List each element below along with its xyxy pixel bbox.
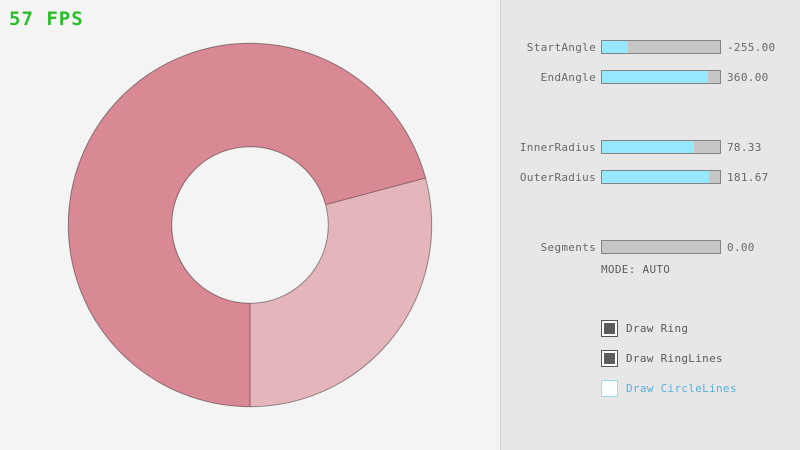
- inner-radius-label: InnerRadius: [519, 141, 596, 154]
- slider-row-start-angle: StartAngle -255.00: [501, 40, 800, 54]
- slider-row-outer-radius: OuterRadius 181.67: [501, 170, 800, 184]
- fps-counter: 57 FPS: [9, 8, 84, 30]
- outer-radius-label: OuterRadius: [519, 171, 596, 184]
- outer-radius-slider[interactable]: [601, 170, 721, 184]
- draw-circlelines-label: Draw CircleLines: [626, 382, 737, 395]
- slider-row-segments: Segments 0.00: [501, 240, 800, 254]
- segments-slider[interactable]: [601, 240, 721, 254]
- draw-ringlines-label: Draw RingLines: [626, 352, 723, 365]
- end-angle-slider-fill: [602, 71, 709, 83]
- ring-radial-line-right: [325, 177, 426, 206]
- segments-label: Segments: [540, 241, 596, 254]
- start-angle-slider[interactable]: [601, 40, 721, 54]
- slider-row-end-angle: EndAngle 360.00: [501, 70, 800, 84]
- draw-ring-label: Draw Ring: [626, 322, 689, 335]
- inner-radius-slider-fill: [602, 141, 695, 153]
- start-angle-value: -255.00: [727, 41, 776, 54]
- ring-outer-line: [67, 42, 433, 408]
- outer-radius-value: 181.67: [727, 171, 769, 184]
- segments-value: 0.00: [727, 241, 755, 254]
- end-angle-label: EndAngle: [540, 71, 596, 84]
- ring-canvas: [67, 42, 433, 408]
- end-angle-slider[interactable]: [601, 70, 721, 84]
- ring-segment-dark: [68, 43, 426, 407]
- outer-radius-slider-fill: [602, 171, 710, 183]
- segments-mode-text: MODE: AUTO: [601, 263, 671, 276]
- draw-ringlines-checkbox[interactable]: [601, 350, 618, 367]
- ring-segment-light: [250, 178, 432, 407]
- draw-ring-checkbox[interactable]: [601, 320, 618, 337]
- control-panel: StartAngle -255.00 EndAngle 360.00 Inner…: [500, 0, 800, 450]
- inner-radius-slider[interactable]: [601, 140, 721, 154]
- start-angle-slider-fill: [602, 41, 628, 53]
- slider-row-inner-radius: InnerRadius 78.33: [501, 140, 800, 154]
- ring-inner-line: [171, 146, 329, 304]
- end-angle-value: 360.00: [727, 71, 769, 84]
- inner-radius-value: 78.33: [727, 141, 762, 154]
- draw-circlelines-checkbox[interactable]: [601, 380, 618, 397]
- start-angle-label: StartAngle: [526, 41, 596, 54]
